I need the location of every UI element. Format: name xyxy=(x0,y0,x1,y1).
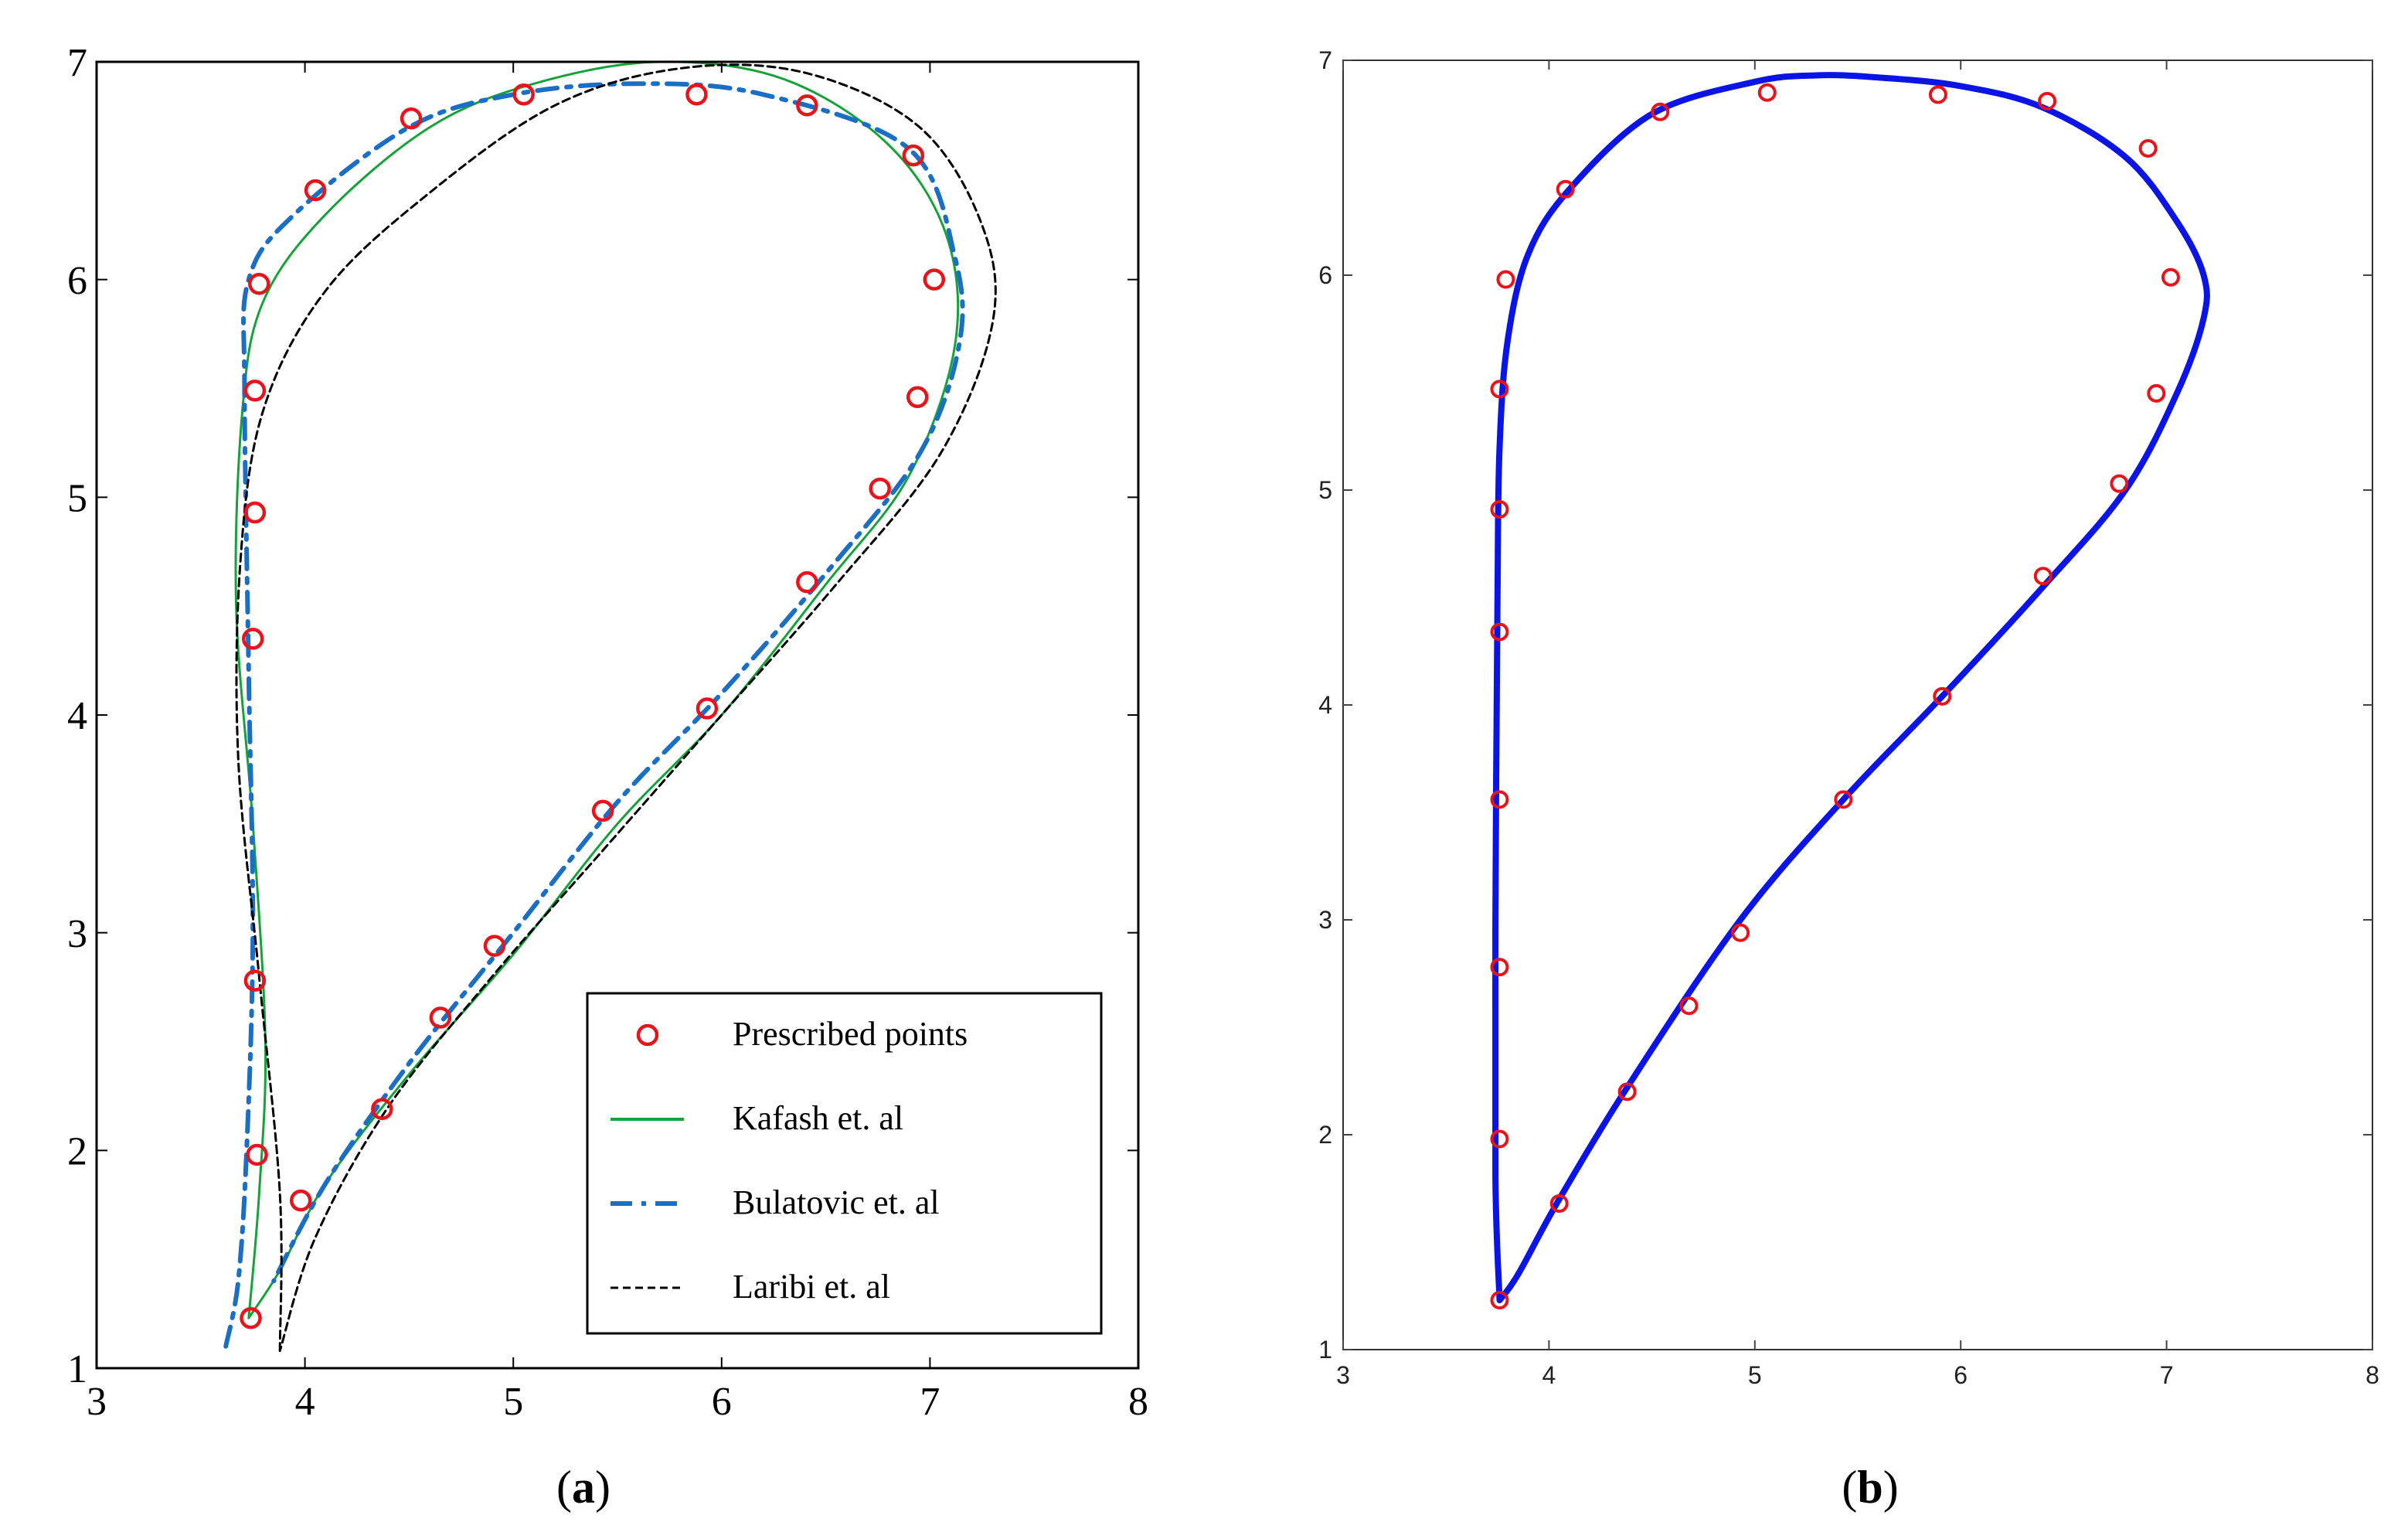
prescribed-point xyxy=(2138,138,2158,158)
x-tick-label: 6 xyxy=(712,1380,732,1424)
prescribed-point xyxy=(483,935,506,957)
prescribed-point xyxy=(243,501,267,524)
prescribed-point xyxy=(429,1006,452,1029)
panel-b: 3 4 5 6 7 8 1 2 3 4 5 6 7 (b) xyxy=(1318,46,2379,1513)
y-tick-label: 1 xyxy=(67,1347,87,1391)
prescribed-point xyxy=(1549,1193,1569,1213)
prescribed-point xyxy=(241,628,264,650)
x-tick-label: 8 xyxy=(2365,1361,2379,1389)
y-tick-label: 7 xyxy=(1318,46,1332,74)
prescribed-point xyxy=(796,570,818,594)
prescribed-point xyxy=(246,1143,268,1166)
prescribed-point xyxy=(1679,996,1699,1016)
x-tick-label: 7 xyxy=(920,1380,940,1424)
prescribed-point xyxy=(289,1189,312,1212)
x-tick-label: 4 xyxy=(295,1380,315,1424)
prescribed-point xyxy=(1834,790,1853,809)
prescribed-point xyxy=(400,107,423,130)
prescribed-point xyxy=(1928,85,1947,104)
x-tick-label: 5 xyxy=(1748,1361,1762,1389)
prescribed-point xyxy=(1496,270,1515,289)
prescribed-point xyxy=(304,179,327,202)
x-tick-label: 6 xyxy=(1954,1361,1968,1389)
prescribed-point xyxy=(796,94,818,117)
x-tick-label: 5 xyxy=(503,1380,523,1424)
prescribed-point xyxy=(591,799,614,822)
y-tick-label: 6 xyxy=(1318,261,1332,289)
prescribed-point xyxy=(243,969,267,992)
caption-a: (a) xyxy=(556,1462,611,1513)
prescribed-point xyxy=(2110,474,2129,493)
prescribed-point xyxy=(1651,102,1670,121)
prescribed-point xyxy=(2147,383,2166,403)
y-tick-label: 4 xyxy=(1318,691,1332,719)
prescribed-point xyxy=(371,1098,393,1121)
prescribed-point xyxy=(906,386,929,409)
series-line-laribi-et-al xyxy=(235,63,997,1352)
series-line-interpolated-curve xyxy=(1491,72,2210,1304)
prescribed-point xyxy=(1933,686,1952,706)
prescribed-point xyxy=(1556,179,1575,199)
prescribed-point xyxy=(1617,1082,1637,1101)
prescribed-point xyxy=(923,268,946,291)
x-tick-label: 7 xyxy=(2160,1361,2174,1389)
legend-a: Prescribed points Kafash et. al Bulatovi… xyxy=(586,992,1103,1335)
x-tick-label: 3 xyxy=(1336,1361,1350,1389)
y-tick-label: 5 xyxy=(1318,476,1332,504)
prescribed-point xyxy=(2038,91,2057,111)
legend-marker-points xyxy=(636,1023,659,1047)
y-tick-label: 6 xyxy=(67,259,87,303)
prescribed-point xyxy=(696,697,719,720)
prescribed-point xyxy=(685,83,708,106)
legend-label-kafash: Kafash et. al xyxy=(733,1099,903,1137)
caption-b: (b) xyxy=(1842,1462,1898,1513)
prescribed-point xyxy=(1490,1291,1509,1310)
legend-label-bulatovic: Bulatovic et. al xyxy=(733,1183,940,1221)
prescribed-point xyxy=(243,380,267,402)
prescribed-point xyxy=(1757,83,1777,102)
prescribed-point xyxy=(869,477,891,500)
panel-a: 3 4 5 6 7 8 1 2 3 4 5 6 7 Prescribed points Kafash e… xyxy=(67,41,1148,1513)
prescribed-point xyxy=(2033,567,2053,586)
series-line-bulatovic-et-al xyxy=(223,81,965,1349)
x-tick-label: 3 xyxy=(87,1380,107,1424)
prescribed-point xyxy=(512,83,535,106)
prescribed-point xyxy=(1490,380,1509,399)
y-tick-label: 1 xyxy=(1318,1336,1332,1364)
prescribed-point xyxy=(1490,790,1509,809)
x-tick-label: 8 xyxy=(1128,1380,1148,1424)
y-tick-label: 7 xyxy=(67,41,87,85)
legend-label-laribi: Laribi et. al xyxy=(733,1268,890,1306)
series-line-kafash-et-al xyxy=(234,60,960,1319)
prescribed-point xyxy=(2161,267,2180,287)
legend-box xyxy=(586,992,1103,1335)
y-tick-label: 5 xyxy=(67,477,87,521)
prescribed-point xyxy=(1490,1129,1509,1149)
prescribed-point xyxy=(1490,500,1509,519)
prescribed-point xyxy=(902,144,925,167)
prescribed-point xyxy=(240,1306,262,1330)
legend-label-points: Prescribed points xyxy=(733,1015,968,1053)
y-tick-label: 2 xyxy=(1318,1121,1332,1149)
x-tick-label: 4 xyxy=(1542,1361,1556,1389)
prescribed-point xyxy=(248,273,270,295)
prescribed-point xyxy=(1490,622,1509,642)
y-tick-label: 4 xyxy=(67,694,87,738)
prescribed-point xyxy=(1490,958,1509,977)
y-tick-label: 2 xyxy=(67,1130,87,1174)
y-tick-label: 3 xyxy=(1318,906,1332,934)
prescribed-point xyxy=(1731,923,1750,942)
y-tick-label: 3 xyxy=(67,912,87,956)
